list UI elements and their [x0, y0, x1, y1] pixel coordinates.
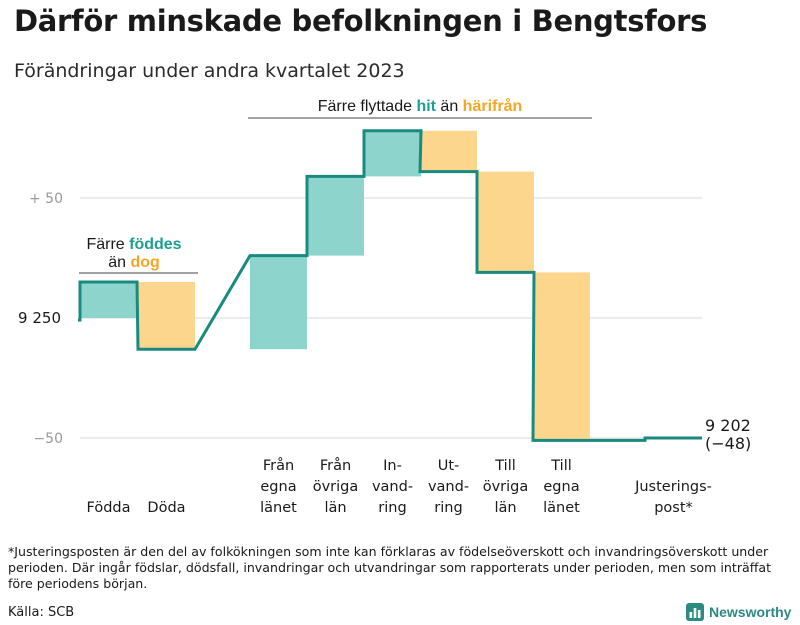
running-total-line [78, 129, 702, 442]
page-title: Därför minskade befolkningen i Bengtsfor… [14, 4, 708, 38]
category-label: Födda [87, 500, 131, 516]
label-layer: 9 202(−48) Födda Döda Från egna länet Från övri… [87, 416, 752, 516]
brand-name: Newsworthy [709, 604, 792, 620]
footnote: *Justeringsposten är den del av folkökni… [8, 544, 772, 591]
page-subtitle: Förändringar under andra kvartalet 2023 [14, 60, 405, 82]
deaths-annotation-highlight: dog [130, 254, 159, 271]
migration-annotation: Färre flyttade hit än härifrån [248, 97, 592, 119]
waterfall-bar [250, 255, 307, 350]
category-label: Justerings-post* [634, 479, 712, 516]
category-label: Till övriga län [483, 458, 529, 516]
category-label: Från egna länet [260, 457, 297, 516]
waterfall-chart: + 50 9 250 −50 9 202(−48) Födda Döda Från egna… [18, 97, 752, 516]
y-tick-label: + 50 [29, 191, 63, 207]
category-label: Från övriga län [313, 457, 359, 516]
bar-layer [80, 130, 590, 441]
category-label: In-vand-ring [372, 458, 413, 516]
category-label: Döda [147, 500, 185, 516]
category-label: Till egna länet [543, 458, 580, 516]
migration-annotation-harifran: härifrån [463, 97, 523, 115]
source-label: Källa: SCB [8, 605, 75, 620]
grid-layer: + 50 9 250 −50 [18, 191, 702, 447]
waterfall-bar [533, 272, 590, 441]
waterfall-bar [364, 130, 421, 177]
waterfall-bar [80, 282, 137, 318]
svg-text:Färre flyttade hit än härifrån: Färre flyttade hit än härifrån [318, 97, 523, 115]
y-tick-label: 9 250 [18, 309, 61, 327]
waterfall-bar [420, 130, 477, 172]
bar-chart-logo-icon [686, 603, 704, 621]
migration-annotation-middle: än [436, 98, 463, 115]
line-layer [78, 129, 702, 442]
end-change-label: (−48) [705, 434, 751, 453]
brand: Newsworthy [686, 603, 791, 621]
waterfall-bar [477, 171, 534, 273]
svg-text:Färre föddes: Färre föddes [86, 236, 181, 253]
migration-annotation-hit: hit [416, 98, 436, 115]
waterfall-bar [307, 176, 364, 256]
deaths-annotation-prefix: än [108, 254, 130, 271]
category-label: Ut-vand-ring [428, 458, 469, 516]
births-annotation-highlight: föddes [129, 236, 182, 253]
births-annotation-prefix: Färre [86, 236, 129, 253]
migration-annotation-prefix: Färre flyttade [318, 98, 417, 115]
births-annotation: Färre föddes än dog [79, 236, 198, 274]
y-tick-label: −50 [33, 431, 63, 447]
end-value-label: 9 202 [705, 416, 751, 435]
waterfall-bar [138, 282, 195, 350]
svg-text:än dog: än dog [108, 254, 160, 271]
